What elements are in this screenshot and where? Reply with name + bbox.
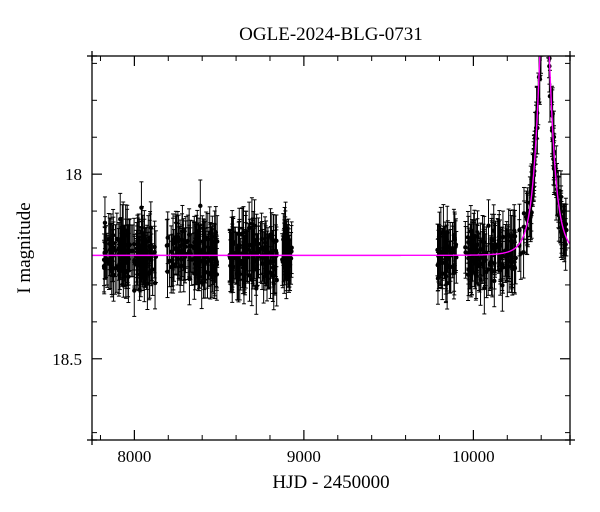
- y-axis-label: I magnitude: [14, 202, 35, 293]
- x-tick-label: 10000: [452, 447, 495, 466]
- x-axis-label: HJD - 2450000: [272, 472, 389, 493]
- chart-title: OGLE-2024-BLG-0731: [239, 24, 423, 45]
- lightcurve-chart: 8000 9000 10000 18 18.5 OGLE-2024-BLG-0731 HJD…: [0, 0, 600, 512]
- x-tick-label: 8000: [117, 447, 151, 466]
- plot-svg: 8000 9000 10000 18 18.5 OGLE-2024-BLG-0731 HJD…: [0, 0, 600, 512]
- x-tick-label: 9000: [287, 447, 321, 466]
- y-tick-label: 18: [65, 165, 82, 184]
- y-tick-label: 18.5: [52, 350, 82, 369]
